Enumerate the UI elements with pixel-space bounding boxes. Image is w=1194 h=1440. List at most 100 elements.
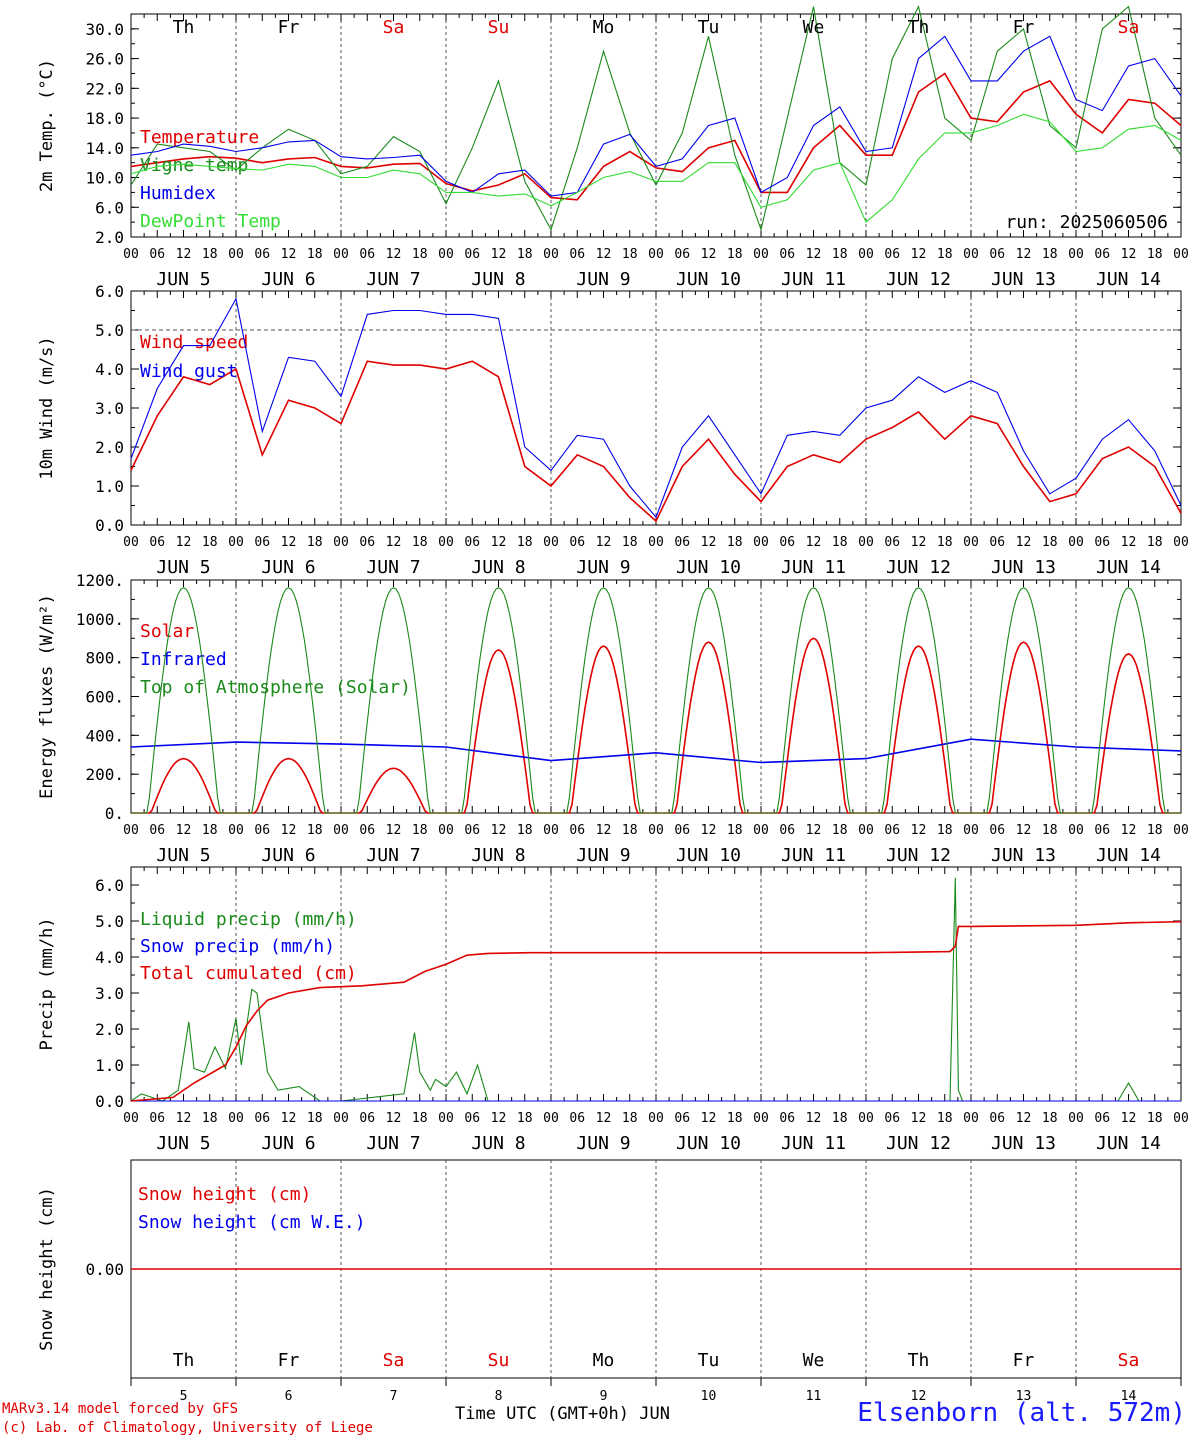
y-tick-label: 4.0 [95,360,124,379]
hour-tick-label: 00 [648,823,664,838]
hour-tick-label: 18 [1042,1111,1058,1126]
hour-tick-label: 00 [858,247,874,262]
hour-tick-label: 18 [727,247,743,262]
hour-tick-label: 12 [281,823,297,838]
hour-tick-label: 12 [386,823,402,838]
day-label: Tu [698,17,720,38]
hour-tick-label: 18 [622,823,638,838]
date-label: JUN 13 [991,1133,1056,1154]
legend-entry: DewPoint Temp [140,211,281,232]
y-tick-label: 14.0 [85,139,124,158]
hour-tick-label: 00 [1068,247,1084,262]
hour-tick-label: 18 [832,823,848,838]
hour-tick-label: 18 [412,823,428,838]
hour-tick-label: 06 [1094,823,1110,838]
hour-tick-label: 12 [281,535,297,550]
day-label: Su [488,1350,510,1371]
day-label: Th [173,1350,195,1371]
hour-tick-label: 18 [1042,247,1058,262]
hour-tick-label: 18 [1147,247,1163,262]
y-tick-label: 3.0 [95,984,124,1003]
hour-tick-label: 18 [1042,535,1058,550]
day-number-label: 9 [600,1389,608,1400]
hour-tick-label: 12 [806,823,822,838]
legend-entry: Infrared [140,649,227,670]
day-label: We [803,1350,825,1371]
date-label: JUN 10 [676,1133,741,1154]
hour-tick-label: 06 [149,1111,165,1126]
date-label: JUN 10 [676,557,741,578]
date-label: JUN 13 [991,269,1056,290]
day-number-label: 10 [701,1389,717,1400]
hour-tick-label: 18 [1147,823,1163,838]
date-label: JUN 14 [1096,557,1161,578]
hour-tick-label: 06 [464,535,480,550]
date-label: JUN 8 [471,845,525,866]
hour-tick-label: 12 [701,1111,717,1126]
temperature-panel: 2.0 6.0 10.0 14.0 18.0 22.0 26.0 30.0 2m Temp. (… [37,5,1189,290]
day-number-label: 14 [1121,1389,1137,1400]
y-axis-title: Energy fluxes (W/m²) [37,594,57,799]
day-number-label: 8 [495,1389,503,1400]
day-label: Mo [593,1350,615,1371]
y-axis-title: 10m Wind (m/s) [37,336,57,479]
hour-tick-label: 06 [569,247,585,262]
series-line-humidex [130,35,1182,197]
hour-tick-label: 06 [884,535,900,550]
hour-tick-label: 18 [412,247,428,262]
date-label: JUN 8 [471,269,525,290]
hour-tick-label: 00 [1173,535,1189,550]
date-label: JUN 12 [886,269,951,290]
hour-tick-label: 18 [937,1111,953,1126]
hour-tick-label: 12 [911,535,927,550]
hour-tick-label: 12 [596,823,612,838]
series-line-top-of-atmosphere-solar- [131,587,1181,814]
y-tick-label: 26.0 [85,50,124,69]
hour-tick-label: 00 [543,1111,559,1126]
hour-tick-label: 18 [517,247,533,262]
precipitation-panel: 0.0 1.0 2.0 3.0 4.0 5.0 6.0 Precip (mm/h) Liquid… [37,866,1189,1154]
y-tick-label: 6.0 [95,198,124,217]
hour-tick-label: 00 [858,823,874,838]
hour-tick-label: 12 [806,535,822,550]
hour-tick-label: 12 [911,1111,927,1126]
hour-tick-label: 18 [832,535,848,550]
hour-tick-label: 06 [569,1111,585,1126]
legend-entry: Liquid precip (mm/h) [140,909,357,930]
day-label: Fr [278,1350,300,1371]
hour-tick-label: 18 [202,823,218,838]
hour-tick-label: 06 [884,1111,900,1126]
hour-tick-label: 18 [307,1111,323,1126]
day-label: Su [488,17,510,38]
y-tick-label: 5.0 [95,912,124,931]
y-tick-label: 200. [85,765,124,784]
hour-tick-label: 18 [622,1111,638,1126]
day-number-label: 6 [285,1389,293,1400]
hour-tick-label: 06 [989,535,1005,550]
hour-tick-label: 00 [963,1111,979,1126]
hour-tick-label: 00 [1173,1111,1189,1126]
day-number-label: 5 [180,1389,188,1400]
y-axis-title: Snow height (cm) [37,1187,57,1351]
y-tick-label: 800. [85,649,124,668]
date-label: JUN 11 [781,557,846,578]
hour-tick-label: 06 [149,535,165,550]
hour-tick-label: 00 [963,823,979,838]
y-tick-label: 2.0 [95,438,124,457]
series-line-liquid-precip-mm-h- [130,877,1181,1102]
hour-tick-label: 00 [543,823,559,838]
date-label: JUN 12 [886,845,951,866]
date-label: JUN 7 [366,557,420,578]
y-tick-label: 0.00 [85,1260,124,1279]
date-label: JUN 11 [781,845,846,866]
hour-tick-label: 06 [1094,535,1110,550]
hour-tick-label: 00 [1173,247,1189,262]
hour-tick-label: 12 [386,247,402,262]
hour-tick-label: 06 [359,247,375,262]
date-label: JUN 5 [156,269,210,290]
hour-tick-label: 12 [806,247,822,262]
run-annotation: run: 2025060506 [1005,212,1168,233]
hour-tick-label: 12 [911,247,927,262]
hour-tick-label: 00 [858,1111,874,1126]
date-label: JUN 12 [886,557,951,578]
